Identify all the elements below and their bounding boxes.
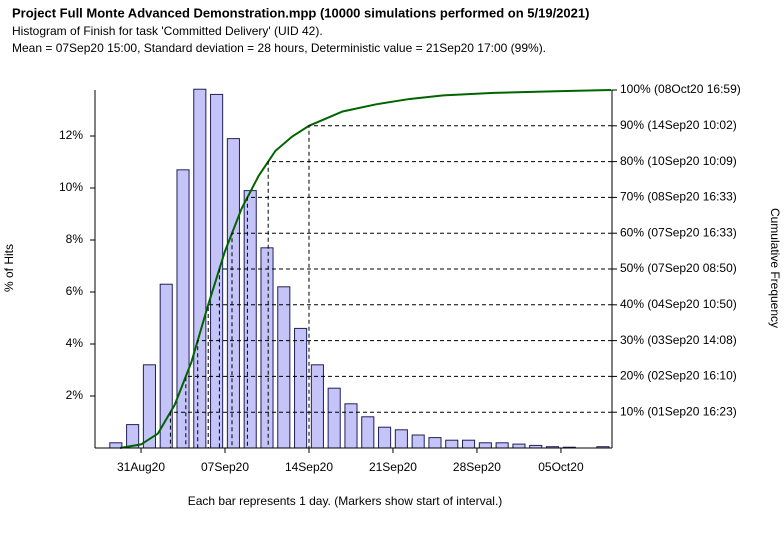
x-tick-label: 31Aug20 bbox=[117, 460, 165, 474]
percentile-marker bbox=[231, 232, 612, 448]
bar bbox=[210, 93, 224, 449]
y-tick-label: 8% bbox=[66, 232, 84, 246]
x-tick-label: 14Sep20 bbox=[285, 460, 333, 474]
bar bbox=[159, 283, 173, 449]
bar bbox=[344, 403, 358, 449]
bar bbox=[478, 442, 492, 449]
y-tick-label: 2% bbox=[66, 388, 84, 402]
bar bbox=[411, 434, 425, 449]
x-tick-label: 05Oct20 bbox=[538, 460, 584, 474]
bar bbox=[361, 416, 375, 449]
y-tick-label: 6% bbox=[66, 284, 84, 298]
bar bbox=[428, 437, 442, 449]
y-tick-label: 4% bbox=[66, 336, 84, 350]
y2-tick-label: 30% (03Sep20 14:08) bbox=[620, 333, 737, 347]
y2-tick-label: 10% (01Sep20 16:23) bbox=[620, 404, 737, 418]
percentile-marker bbox=[185, 375, 612, 448]
subtitle: Histogram of Finish for task 'Committed … bbox=[12, 24, 323, 38]
subtitle: Mean = 07Sep20 15:00, Standard deviation… bbox=[12, 41, 546, 55]
bar bbox=[176, 169, 190, 449]
bar bbox=[277, 286, 291, 449]
x-axis-label: Each bar represents 1 day. (Markers show… bbox=[188, 494, 503, 508]
percentile-marker bbox=[207, 304, 612, 448]
y2-tick-label: 70% (08Sep20 16:33) bbox=[620, 190, 737, 204]
y-axis-label: % of Hits bbox=[2, 244, 16, 292]
bar bbox=[394, 429, 408, 449]
y2-tick-label: 80% (10Sep20 10:09) bbox=[620, 154, 737, 168]
x-tick-label: 28Sep20 bbox=[453, 460, 501, 474]
bar bbox=[243, 190, 257, 449]
chart-title: Project Full Monte Advanced Demonstratio… bbox=[12, 5, 589, 20]
y2-axis-label: Cumulative Frequency bbox=[768, 208, 782, 328]
bar bbox=[445, 439, 459, 449]
x-tick-label: 07Sep20 bbox=[201, 460, 249, 474]
y-tick-label: 12% bbox=[59, 128, 83, 142]
percentile-marker bbox=[169, 411, 612, 448]
percentile-marker bbox=[197, 340, 612, 448]
y2-tick-label: 100% (08Oct20 16:59) bbox=[620, 82, 741, 96]
bar bbox=[193, 88, 207, 449]
bar bbox=[260, 247, 274, 449]
y2-tick-label: 60% (07Sep20 16:33) bbox=[620, 225, 737, 239]
bar bbox=[327, 387, 341, 449]
x-tick-label: 21Sep20 bbox=[369, 460, 417, 474]
percentile-marker bbox=[246, 196, 612, 448]
bar bbox=[310, 364, 324, 449]
bar bbox=[378, 426, 392, 449]
y2-tick-label: 40% (04Sep20 10:50) bbox=[620, 297, 737, 311]
percentile-marker bbox=[267, 161, 612, 448]
y2-tick-label: 20% (02Sep20 16:10) bbox=[620, 369, 737, 383]
bar bbox=[495, 442, 509, 449]
y2-tick-label: 90% (14Sep20 10:02) bbox=[620, 118, 737, 132]
bar bbox=[294, 327, 308, 449]
cumulative-line bbox=[119, 89, 612, 449]
bar bbox=[226, 138, 240, 449]
y-tick-label: 10% bbox=[59, 180, 83, 194]
y2-tick-label: 50% (07Sep20 08:50) bbox=[620, 261, 737, 275]
percentile-marker bbox=[218, 268, 612, 448]
bar bbox=[462, 439, 476, 449]
percentile-marker bbox=[308, 125, 612, 448]
bar bbox=[512, 443, 526, 449]
